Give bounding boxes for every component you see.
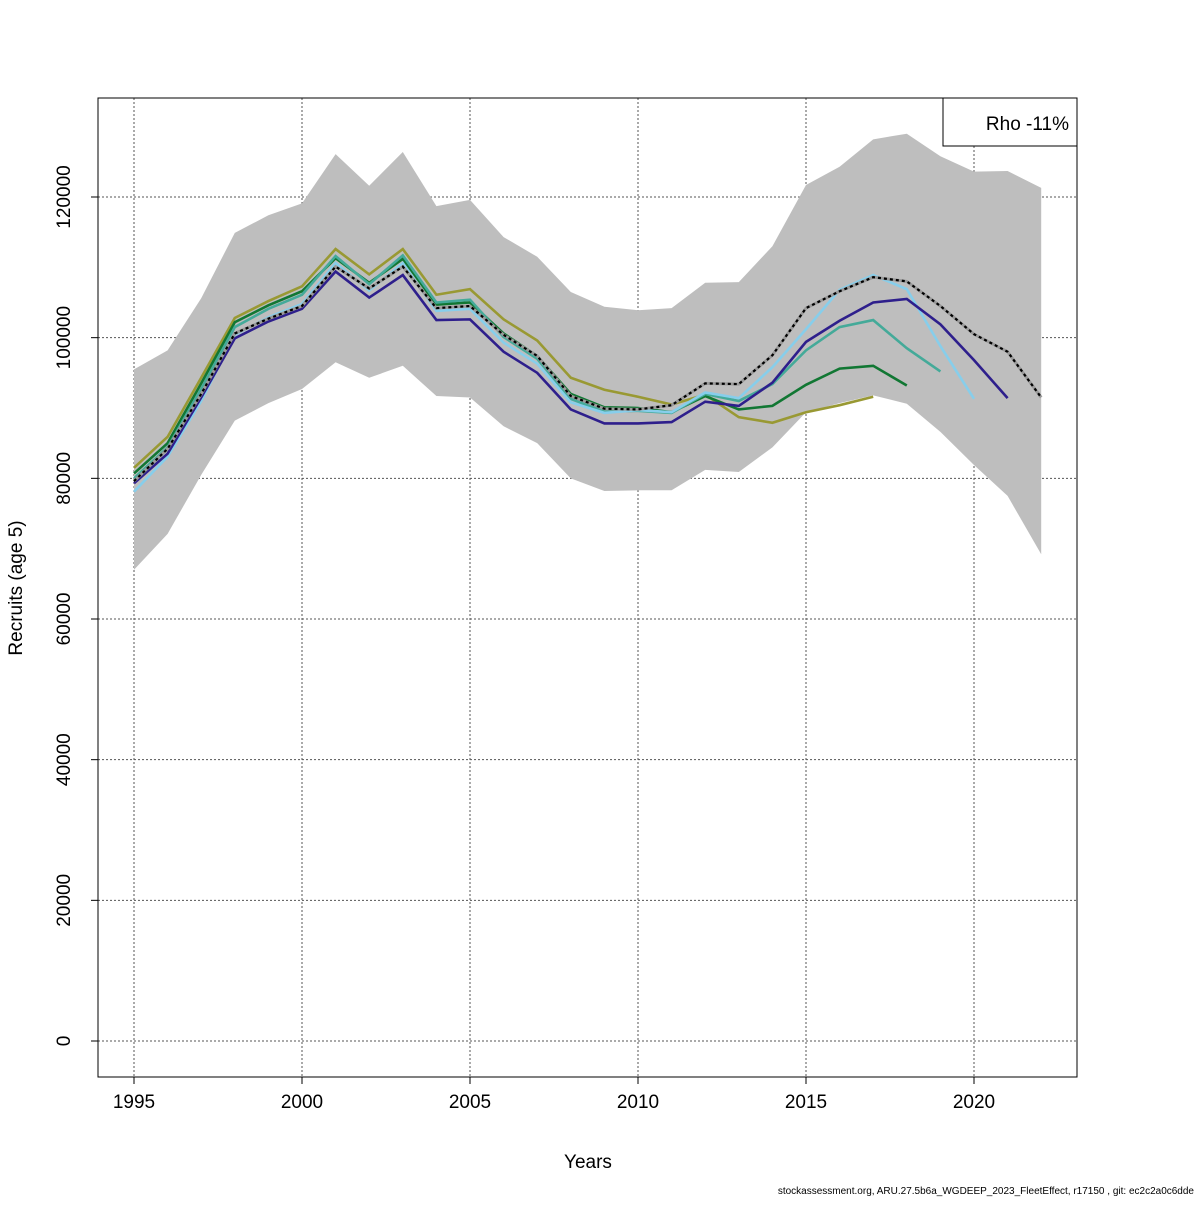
y-tick-label: 120000 <box>54 165 75 228</box>
y-tick-label: 100000 <box>54 306 75 369</box>
plot-frame <box>97 97 1078 1078</box>
x-tick-label: 2005 <box>449 1092 491 1113</box>
y-tick-label: 0 <box>54 1036 75 1047</box>
confidence-band-group <box>134 133 1042 570</box>
y-tick-label: 40000 <box>54 733 75 786</box>
x-tick-label: 2015 <box>785 1092 827 1113</box>
confidence-band <box>134 133 1042 570</box>
y-axis-label: Recruits (age 5) <box>6 520 27 655</box>
series-line-2021 <box>133 269 1009 485</box>
x-axis: 1995 2000 2005 2010 2015 2020 <box>113 1077 995 1113</box>
x-tick-label: 2010 <box>617 1092 659 1113</box>
footer-caption: stockassessment.org, ARU.27.5b6a_WGDEEP_… <box>777 1186 1194 1197</box>
legend: Rho -11% <box>942 97 1078 147</box>
y-tick-label: 60000 <box>54 593 75 646</box>
x-tick-label: 2020 <box>953 1092 995 1113</box>
x-axis-label: Years <box>564 1152 612 1173</box>
series-line-2017 <box>133 247 874 469</box>
y-tick-label: 20000 <box>54 874 75 927</box>
legend-box <box>942 97 1078 147</box>
x-tick-label: 2000 <box>281 1092 323 1113</box>
y-axis: 0 20000 40000 60000 80000 100000 120000 <box>54 165 98 1046</box>
series-line-2019 <box>133 253 942 480</box>
legend-text: Rho -11% <box>986 114 1069 135</box>
x-tick-label: 1995 <box>113 1092 155 1113</box>
series-lines-group <box>132 247 1043 493</box>
y-tick-label: 80000 <box>54 452 75 505</box>
series-line-2022 <box>133 265 1043 482</box>
